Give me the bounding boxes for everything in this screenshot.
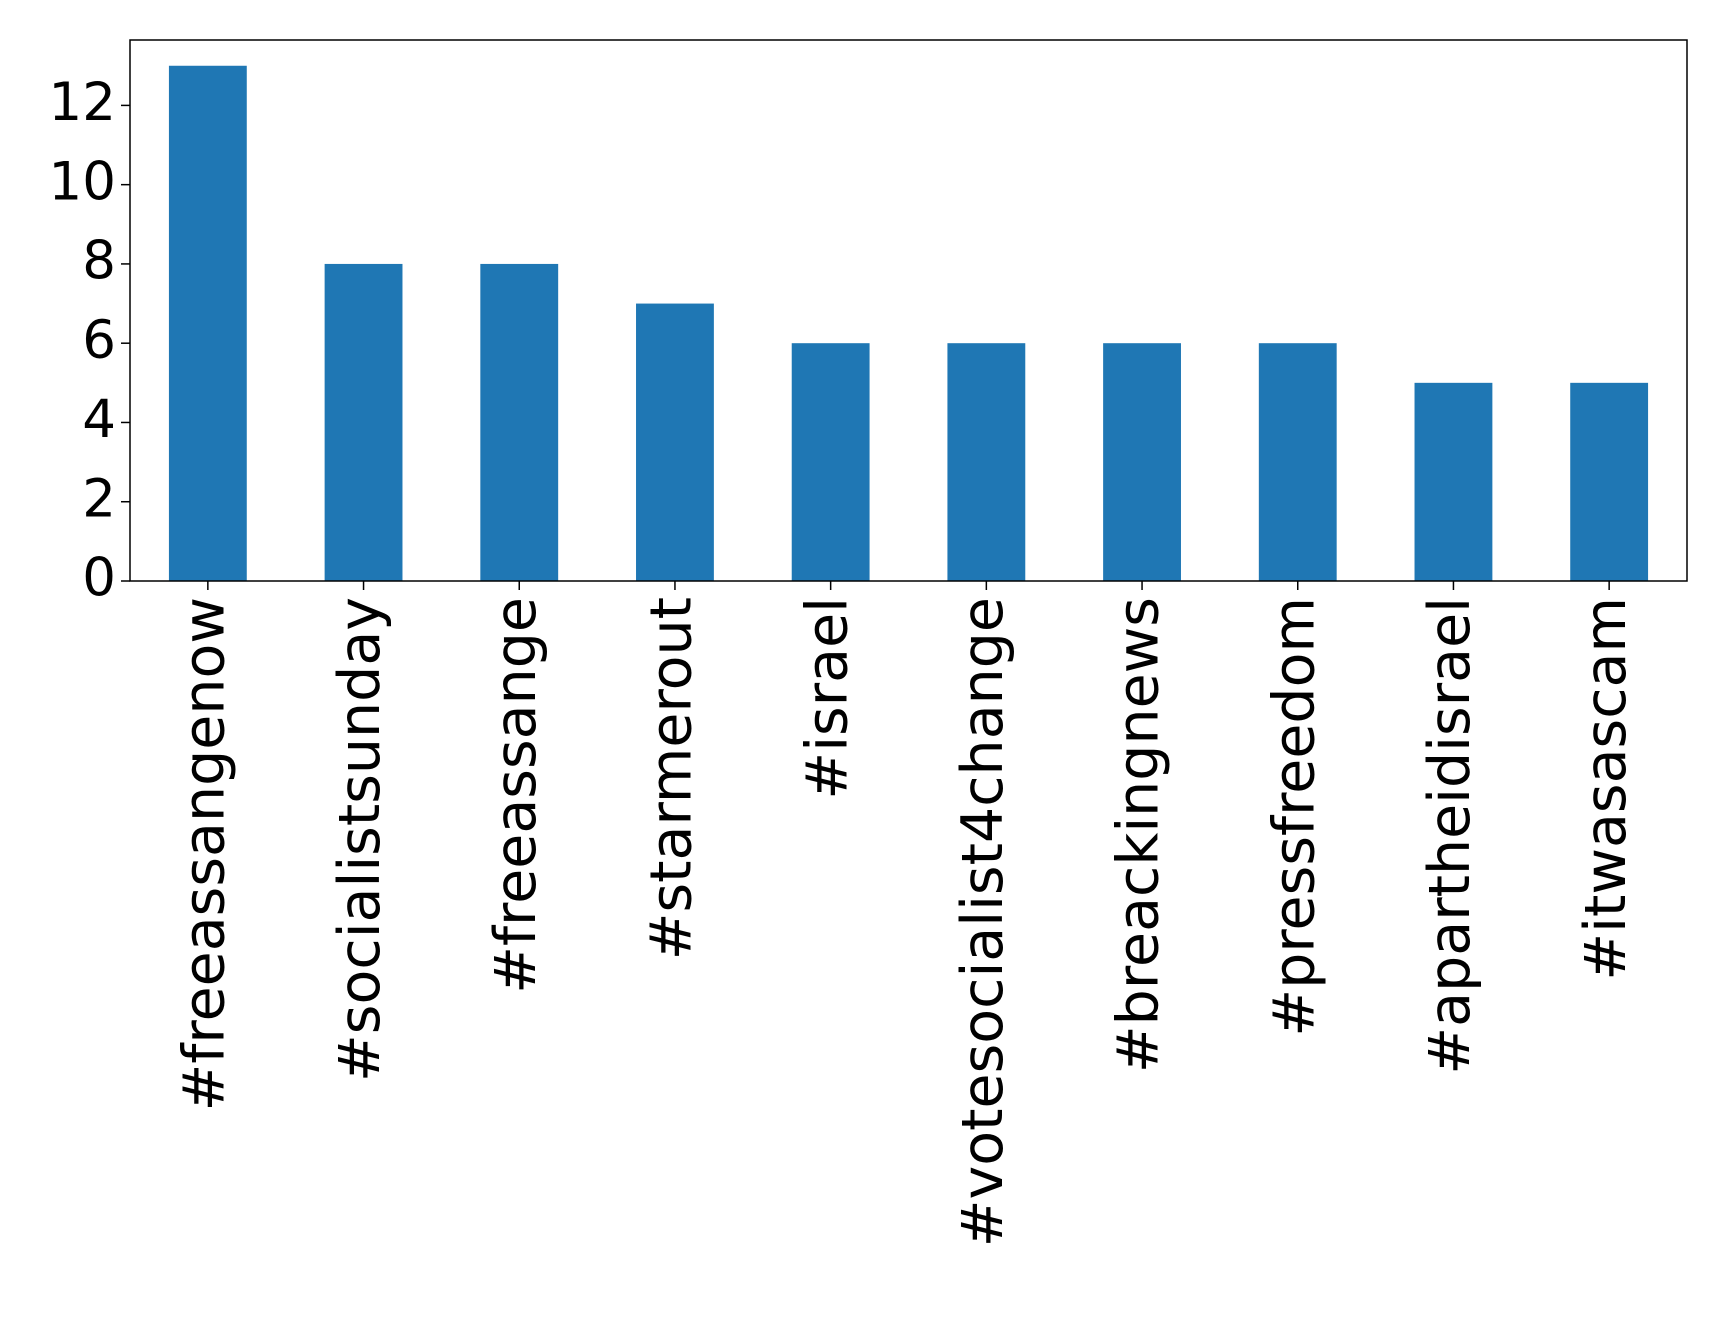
bar <box>1570 382 1649 581</box>
bar <box>947 343 1026 581</box>
x-tick-label: #freeassangenow <box>171 597 237 1111</box>
bar <box>1414 382 1493 581</box>
x-tick-label: #socialistsunday <box>327 597 393 1082</box>
x-tick-label: #breackingnews <box>1106 597 1172 1073</box>
y-tick-label: 10 <box>49 151 116 212</box>
bar <box>1103 343 1181 581</box>
x-tick-label: #itwasascam <box>1573 597 1639 981</box>
x-tick-label: #apartheidisrael <box>1417 597 1483 1075</box>
y-tick-label: 4 <box>82 389 116 450</box>
y-tick-label: 12 <box>49 72 116 133</box>
y-tick-label: 0 <box>82 548 116 609</box>
bar <box>168 65 247 581</box>
x-tick-label: #freeassange <box>483 597 549 994</box>
bar <box>636 303 714 581</box>
bar <box>324 263 403 581</box>
x-tick-label: #israel <box>794 597 860 800</box>
bar <box>791 343 870 581</box>
y-tick-label: 6 <box>82 310 116 371</box>
bar <box>1258 343 1337 581</box>
y-tick-label: 2 <box>82 468 116 529</box>
x-tick-label: #pressfreedom <box>1261 597 1327 1037</box>
plot-frame <box>129 39 1688 582</box>
x-tick-label: #votesocialist4change <box>950 597 1016 1247</box>
x-tick-label: #starmerout <box>639 597 705 960</box>
bar <box>480 263 559 581</box>
y-tick-label: 8 <box>82 231 116 292</box>
